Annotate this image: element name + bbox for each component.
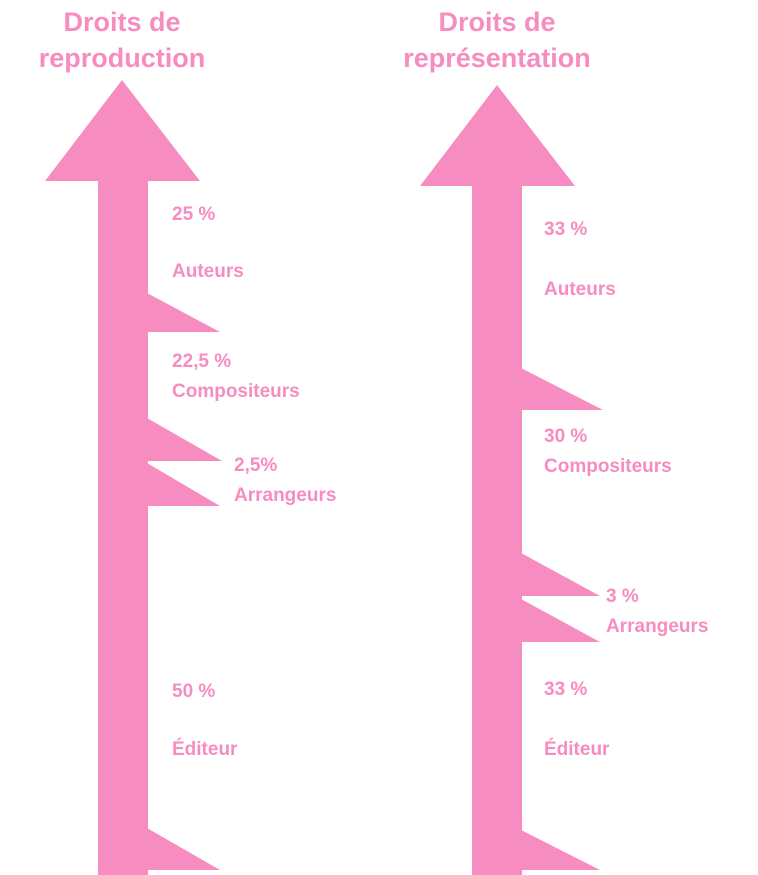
barb [147, 463, 220, 506]
share: 33 % [544, 679, 587, 700]
arrow-head [420, 85, 575, 186]
arrow-shaft [472, 185, 522, 875]
title: Droits de [438, 7, 555, 37]
share: 22,5 % [172, 351, 231, 372]
arrow-shaft [98, 180, 148, 875]
share: 50 % [172, 681, 215, 702]
barb [521, 368, 603, 410]
barb [147, 293, 220, 332]
label: Auteurs [544, 279, 616, 300]
barb [147, 828, 220, 870]
label: Auteurs [172, 261, 244, 282]
share: 2,5% [234, 455, 277, 476]
share: 25 % [172, 204, 215, 225]
share: 3 % [606, 586, 639, 607]
label: Éditeur [544, 738, 610, 760]
barb [521, 553, 600, 596]
barb [147, 418, 222, 461]
barb [521, 599, 600, 642]
label: Compositeurs [172, 381, 300, 402]
label: Arrangeurs [234, 485, 336, 506]
title: représentation [403, 43, 591, 73]
share: 30 % [544, 426, 587, 447]
arrow-representation: Droits de représentation 33 % Auteurs 30… [403, 7, 708, 875]
arrow-head [45, 80, 200, 181]
share: 33 % [544, 219, 587, 240]
label: Arrangeurs [606, 616, 708, 637]
label: Compositeurs [544, 456, 672, 477]
label: Éditeur [172, 738, 238, 760]
barb [521, 830, 600, 870]
title: reproduction [39, 43, 206, 73]
arrow-reproduction: Droits de reproduction 25 % Auteurs 22,5… [39, 7, 336, 875]
title: Droits de [63, 7, 180, 37]
